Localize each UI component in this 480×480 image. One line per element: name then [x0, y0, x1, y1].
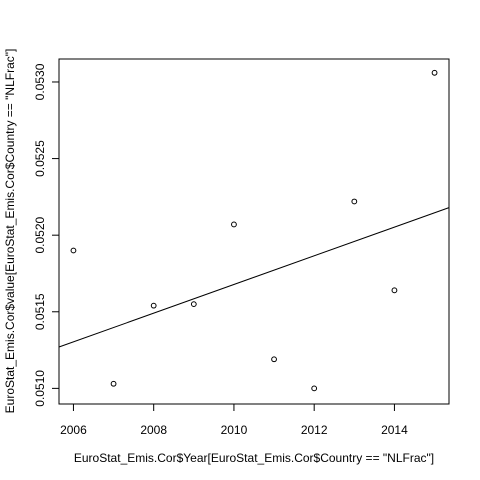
- data-point-2: [150, 302, 157, 309]
- data-point-0: [70, 247, 77, 254]
- data-point-7: [351, 198, 358, 205]
- data-points: [70, 69, 438, 392]
- y-tick-label-2: 0.0520: [33, 216, 47, 253]
- data-point-4: [231, 221, 237, 228]
- plot-box: [58, 58, 450, 405]
- x-axis: 2006 2008 2010 2012 2014: [60, 404, 408, 437]
- y-tick-label-0: 0.0510: [33, 370, 47, 407]
- y-tick-label-1: 0.0515: [33, 293, 47, 330]
- data-point-6: [311, 385, 318, 392]
- x-tick-label-1: 2008: [140, 423, 167, 437]
- data-point-9: [431, 69, 438, 76]
- fit-line-group: [58, 207, 450, 348]
- data-point-8: [391, 287, 398, 294]
- x-tick-label-2: 2010: [221, 423, 248, 437]
- data-point-1: [110, 380, 117, 387]
- x-tick-label-4: 2014: [381, 423, 408, 437]
- data-point-3: [190, 301, 197, 308]
- x-tick-label-3: 2012: [301, 423, 328, 437]
- y-tick-label-3: 0.0525: [33, 140, 47, 177]
- data-point-5: [271, 356, 277, 363]
- regression-line: [58, 207, 450, 348]
- x-axis-label: EuroStat_Emis.Cor$Year[EuroStat_Emis.Cor…: [74, 451, 434, 465]
- y-tick-label-4: 0.0530: [33, 63, 47, 100]
- y-axis-label: EuroStat_Emis.Cor$value[EuroStat_Emis.Co…: [3, 49, 17, 414]
- y-axis: 0.0510 0.0515 0.0520 0.0525 0.0530: [33, 63, 59, 407]
- x-tick-label-0: 2006: [60, 423, 87, 437]
